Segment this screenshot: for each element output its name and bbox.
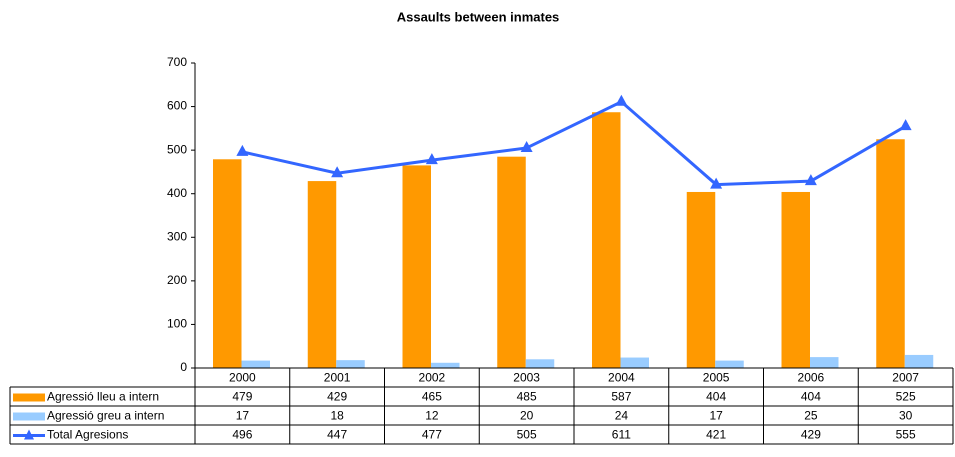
table-cell: 421 <box>706 428 726 442</box>
bar <box>402 165 431 368</box>
y-tick-label: 300 <box>167 229 187 243</box>
table-cell: 505 <box>517 428 537 442</box>
x-tick-label: 2006 <box>798 371 825 385</box>
y-tick-label: 700 <box>167 55 187 69</box>
legend-key <box>13 412 45 421</box>
y-tick-label: 400 <box>167 186 187 200</box>
bar <box>336 360 365 368</box>
x-tick-label: 2003 <box>513 371 540 385</box>
line <box>242 99 907 187</box>
table-cell: 17 <box>236 409 250 423</box>
bar <box>241 360 270 368</box>
bar <box>715 360 744 368</box>
table-cell: 404 <box>801 390 821 404</box>
table-cell: 12 <box>425 409 439 423</box>
table-cell: 30 <box>899 409 913 423</box>
legend-label: Agressió lleu a intern <box>47 390 159 404</box>
marker <box>615 94 628 106</box>
table-cell: 429 <box>327 390 347 404</box>
marker <box>425 153 438 165</box>
bar <box>810 357 839 368</box>
table-cell: 611 <box>612 428 631 442</box>
x-tick-label: 2002 <box>419 371 446 385</box>
x-tick-label: 2004 <box>608 371 635 385</box>
y-tick-label: 100 <box>167 317 187 331</box>
bar <box>876 139 905 368</box>
x-tick-label: 2005 <box>703 371 730 385</box>
bar <box>904 354 934 368</box>
bar <box>525 359 555 368</box>
y-tick-label: 600 <box>167 99 187 113</box>
table-cell: 496 <box>232 428 252 442</box>
marker <box>331 166 344 178</box>
table-cell: 17 <box>709 409 723 423</box>
marker <box>520 140 533 152</box>
table-cell: 587 <box>611 390 631 404</box>
marker <box>710 177 723 189</box>
table-cell: 404 <box>706 390 726 404</box>
table-cell: 20 <box>520 409 534 423</box>
legend-key <box>24 429 34 440</box>
x-tick-label: 2000 <box>229 371 256 385</box>
table-cell: 479 <box>232 390 252 404</box>
marker <box>236 144 249 156</box>
x-tick-label: 2001 <box>324 371 351 385</box>
table-cell: 465 <box>422 390 442 404</box>
y-tick-label: 500 <box>167 142 187 156</box>
y-tick-label: 200 <box>167 273 187 287</box>
marker <box>899 119 912 131</box>
bar <box>213 159 242 368</box>
legend-label: Total Agresions <box>47 428 128 442</box>
bar <box>686 191 716 368</box>
table-cell: 525 <box>896 390 916 404</box>
marker <box>804 174 817 186</box>
bar <box>781 191 810 368</box>
table-cell: 555 <box>896 428 916 442</box>
table-cell: 485 <box>517 390 537 404</box>
chart-title: Assaults between inmates <box>397 9 560 24</box>
table-cell: 25 <box>804 409 818 423</box>
bar <box>307 181 337 368</box>
x-tick-label: 2007 <box>892 371 919 385</box>
bar <box>497 156 526 368</box>
y-tick-label: 0 <box>180 360 187 374</box>
bar <box>431 362 460 368</box>
bar <box>620 357 649 368</box>
table-cell: 477 <box>422 428 442 442</box>
bar <box>592 112 621 368</box>
legend-label: Agressió greu a intern <box>47 409 164 423</box>
table-cell: 24 <box>615 409 629 423</box>
table-cell: 18 <box>330 409 344 423</box>
legend-key <box>13 393 45 402</box>
table-cell: 447 <box>327 428 347 442</box>
table-cell: 429 <box>801 428 821 442</box>
